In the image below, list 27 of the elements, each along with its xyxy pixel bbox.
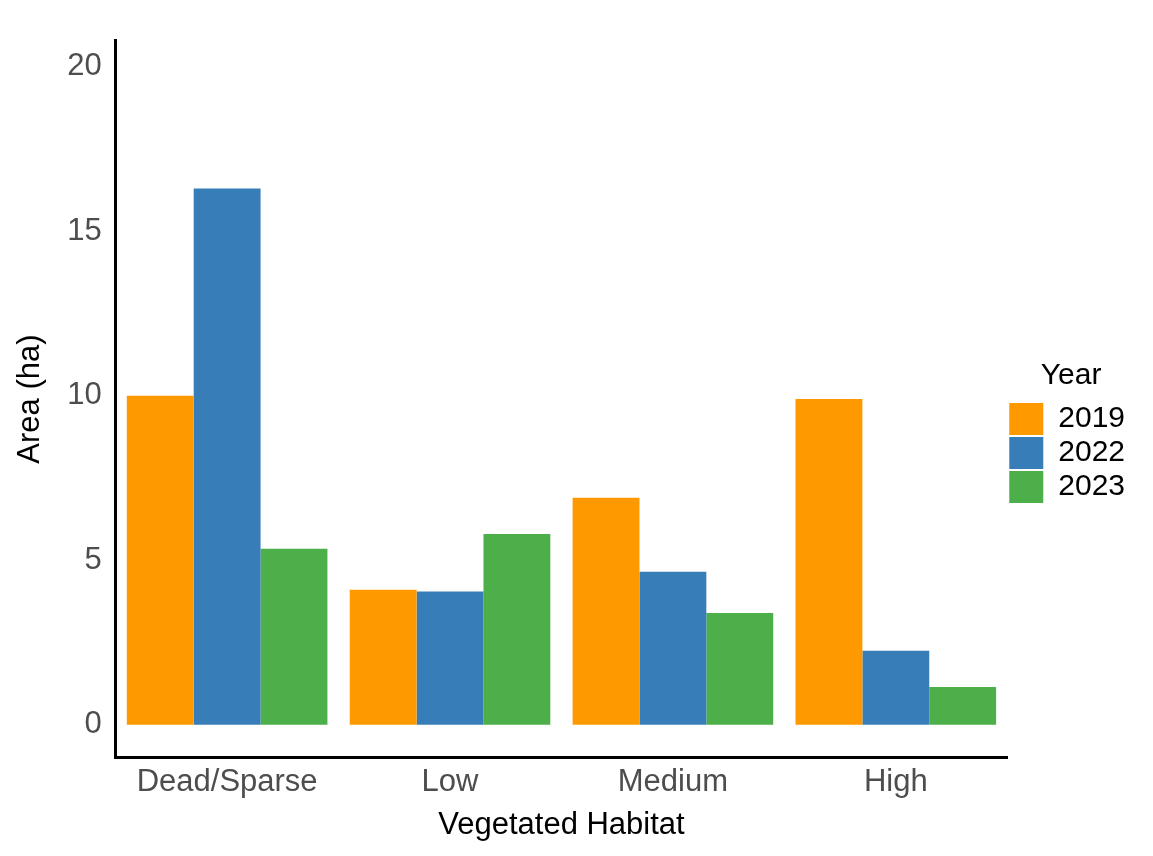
bar [929,686,997,725]
y-tick-label: 15 [67,211,102,247]
x-tick-label: Low [421,762,480,798]
y-tick-label: 10 [67,376,102,412]
y-tick-label: 5 [84,540,102,576]
bar [483,533,551,725]
bar [416,591,484,725]
legend-label: 2023 [1058,468,1126,502]
bar [795,399,863,725]
x-axis-title: Vegetated Habitat [438,805,686,841]
bar [260,548,328,725]
bar [639,571,707,725]
legend-title: Year [1040,357,1102,391]
x-tick-label: Medium [617,762,729,798]
bar [126,395,194,725]
bar [862,650,930,725]
y-tick-label: 0 [84,705,102,741]
x-tick-label: Dead/Sparse [136,762,318,798]
bar [572,497,640,725]
bar [349,589,417,725]
bar [706,612,774,725]
bar [193,188,261,725]
legend-label: 2019 [1058,400,1126,434]
x-tick-label: High [863,762,928,798]
legend-label: 2022 [1058,434,1126,468]
y-axis-title: Area (ha) [11,334,47,464]
y-tick-label: 20 [67,47,102,83]
